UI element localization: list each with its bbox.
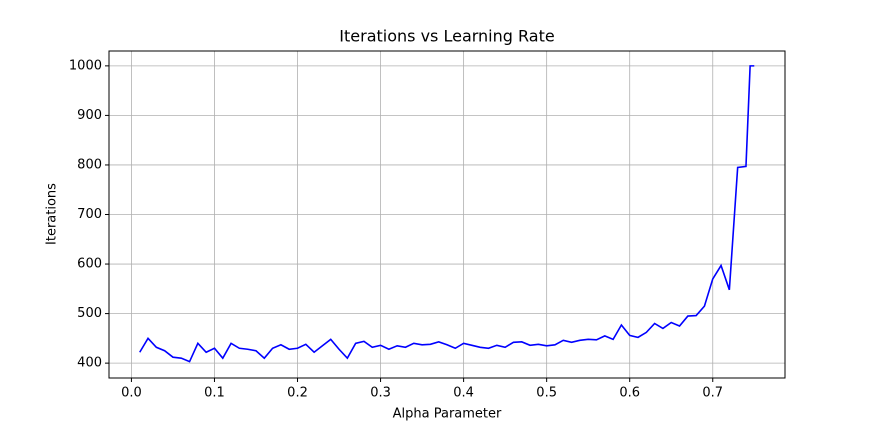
y-tick-label: 600 — [77, 257, 102, 272]
x-tick-label: 0.3 — [370, 386, 391, 401]
x-axis-label: Alpha Parameter — [393, 407, 502, 422]
y-tick-label: 900 — [77, 108, 102, 123]
data-line — [139, 65, 755, 363]
plot-frame — [108, 50, 786, 379]
chart-title: Iterations vs Learning Rate — [339, 27, 554, 46]
y-tick-label: 800 — [77, 157, 102, 172]
x-tick-label: 0.2 — [287, 386, 308, 401]
x-tick-label: 0.1 — [204, 386, 225, 401]
x-tick-label: 0.0 — [121, 386, 142, 401]
y-tick-label: 400 — [77, 356, 102, 371]
x-tick-label: 0.5 — [536, 386, 557, 401]
y-tick-label: 1000 — [69, 58, 102, 73]
y-tick-label: 700 — [77, 207, 102, 222]
x-tick-label: 0.7 — [702, 386, 723, 401]
y-axis-label: Iterations — [45, 183, 60, 245]
x-tick-label: 0.4 — [453, 386, 474, 401]
y-tick-label: 500 — [77, 306, 102, 321]
x-tick-label: 0.6 — [619, 386, 640, 401]
